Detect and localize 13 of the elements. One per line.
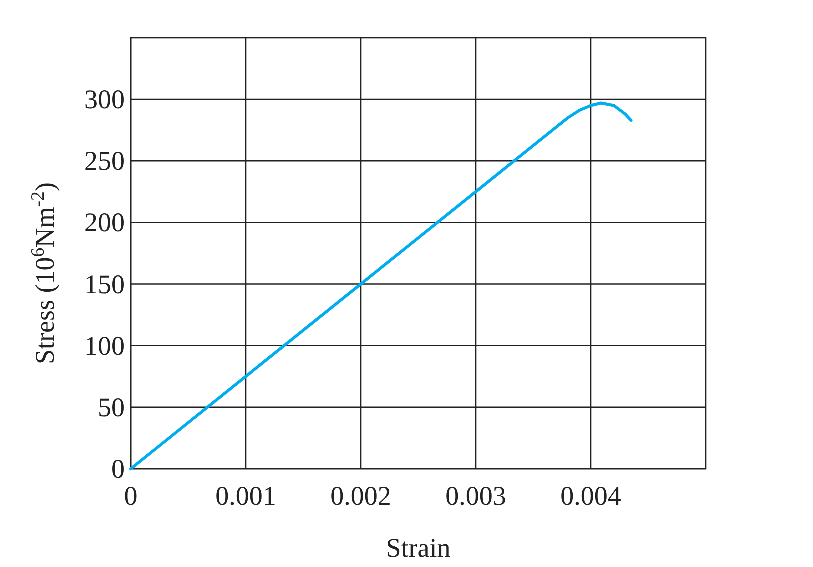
line-series (130, 102, 633, 470)
y-tick-label: 150 (84, 269, 125, 300)
x-axis-title: Strain (386, 533, 452, 563)
x-tick-label: 0.001 (216, 481, 276, 511)
y-tick-label: 100 (84, 330, 125, 361)
x-tick-label: 0.002 (330, 481, 392, 511)
y-tick-label: 300 (84, 84, 125, 115)
x-tick-label: 0.003 (446, 481, 506, 511)
x-tick-label: 0.004 (560, 481, 622, 511)
y-tick-label: 250 (84, 146, 125, 176)
y-tick-label: 200 (84, 208, 125, 238)
y-tick-label: 0 (112, 454, 125, 484)
y-tick-label: 50 (98, 392, 125, 422)
